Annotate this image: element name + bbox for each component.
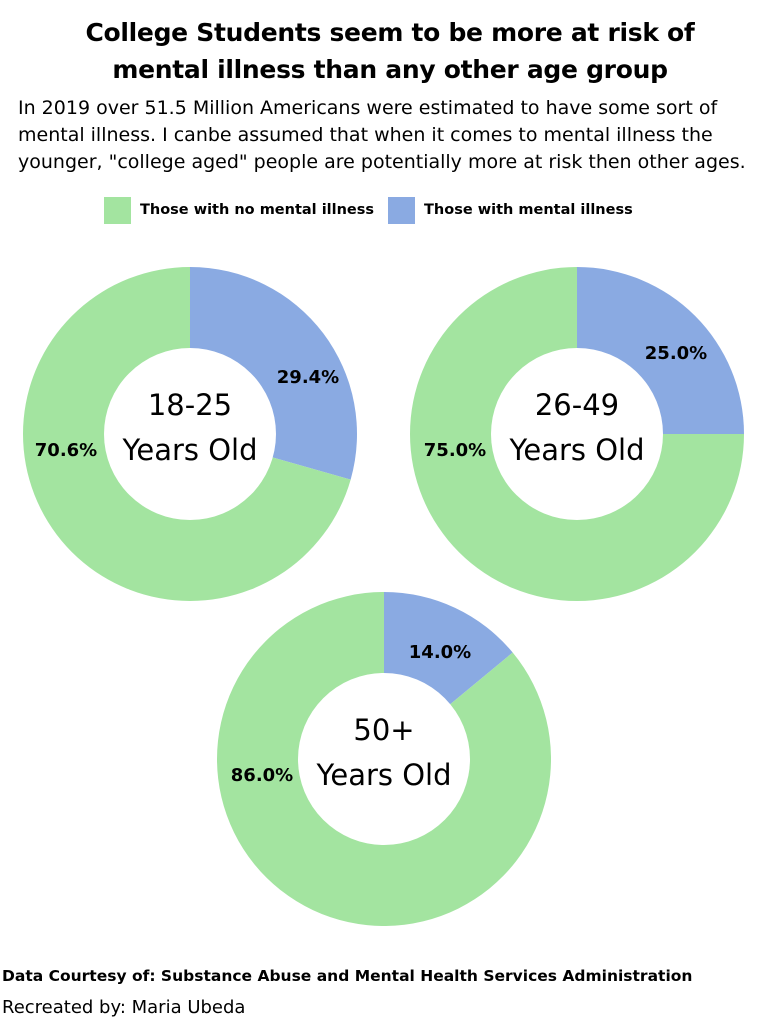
- donut-2-data-label-mental-illness: 25.0%: [645, 343, 707, 364]
- donut-3-hole: [298, 673, 470, 845]
- donut-3-center-label-1: 50+: [353, 713, 414, 747]
- donut-chart-1: 29.4% 70.6% 18-25 Years Old: [23, 267, 358, 602]
- donut-chart-2: 25.0% 75.0% 26-49 Years Old: [410, 267, 744, 601]
- chart-subtitle: In 2019 over 51.5 Million Americans were…: [18, 97, 746, 173]
- recreated-by: Recreated by: Maria Ubeda: [2, 997, 246, 1018]
- legend-item-no-mental-illness: Those with no mental illness: [104, 196, 375, 224]
- chart-title: College Students seem to be more at risk…: [85, 18, 695, 84]
- donut-2-center-label-1: 26-49: [535, 388, 619, 422]
- data-source: Data Courtesy of: Substance Abuse and Me…: [2, 967, 693, 985]
- legend-swatch-no-mental-illness: [104, 196, 131, 224]
- donut-chart-3: 14.0% 86.0% 50+ Years Old: [217, 592, 552, 926]
- donut-2-hole: [491, 348, 663, 520]
- donut-3-center-label-2: Years Old: [315, 758, 451, 792]
- donut-1-hole: [104, 348, 276, 520]
- donut-3-data-label-mental-illness: 14.0%: [409, 642, 471, 663]
- legend-swatch-mental-illness: [388, 196, 416, 224]
- legend-label-mental-illness: Those with mental illness: [424, 202, 633, 218]
- legend-label-no-mental-illness: Those with no mental illness: [140, 202, 375, 218]
- legend-item-mental-illness: Those with mental illness: [388, 196, 633, 224]
- donut-1-data-label-mental-illness: 29.4%: [277, 367, 339, 388]
- donut-1-data-label-no-mental-illness: 70.6%: [35, 440, 97, 461]
- donut-3-data-label-no-mental-illness: 86.0%: [231, 765, 293, 786]
- donut-1-center-label-2: Years Old: [121, 433, 257, 467]
- donut-1-center-label-1: 18-25: [148, 388, 232, 422]
- donut-2-center-label-2: Years Old: [508, 433, 644, 467]
- donut-2-data-label-no-mental-illness: 75.0%: [424, 440, 486, 461]
- legend: Those with no mental illness Those with …: [104, 196, 647, 224]
